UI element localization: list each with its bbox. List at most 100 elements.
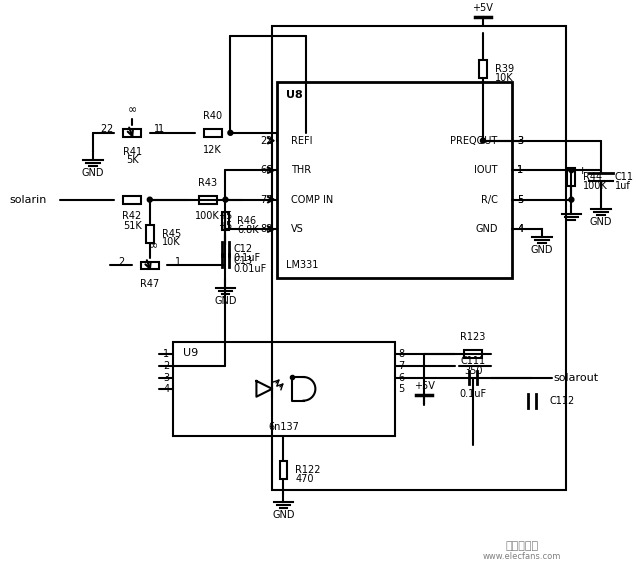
Text: ∞: ∞ (127, 105, 137, 115)
Text: R45: R45 (162, 229, 181, 239)
Text: GND: GND (530, 245, 553, 255)
Bar (204, 129, 221, 137)
Text: 100K: 100K (583, 181, 608, 191)
Text: 10K: 10K (495, 73, 513, 83)
Text: IOUT: IOUT (474, 165, 498, 175)
Bar (141, 261, 158, 269)
Text: R123: R123 (460, 332, 486, 342)
Text: 0.1uF: 0.1uF (233, 253, 261, 263)
Text: 0.1uF: 0.1uF (460, 390, 487, 399)
Bar (174, 342, 394, 435)
Text: 5: 5 (517, 194, 523, 205)
Text: 6: 6 (266, 165, 272, 175)
Text: R46: R46 (237, 216, 256, 227)
Text: C111: C111 (460, 356, 486, 366)
Text: R41: R41 (123, 146, 142, 157)
Bar (146, 225, 154, 243)
Text: 51K: 51K (123, 221, 141, 231)
Text: THR: THR (291, 165, 312, 175)
Text: U8: U8 (286, 90, 303, 100)
Circle shape (148, 197, 152, 202)
Bar (199, 196, 217, 204)
Text: 8: 8 (261, 224, 266, 234)
Text: GND: GND (81, 168, 104, 178)
Text: 1: 1 (158, 124, 164, 134)
Text: +5V: +5V (413, 382, 434, 391)
Bar (221, 212, 230, 230)
Text: +5: +5 (218, 211, 233, 221)
Text: 3: 3 (517, 136, 523, 146)
Bar (464, 350, 482, 358)
Text: 7: 7 (261, 194, 266, 205)
Text: 5: 5 (517, 194, 523, 205)
Text: 4: 4 (517, 224, 523, 234)
Text: 0.01uF: 0.01uF (233, 264, 266, 275)
Text: 3: 3 (163, 372, 169, 383)
Bar (123, 129, 141, 137)
Text: 7: 7 (265, 194, 272, 205)
Text: 350: 350 (464, 366, 482, 376)
Text: 8: 8 (398, 349, 404, 359)
Text: GND: GND (590, 217, 612, 227)
Text: 2: 2 (265, 136, 272, 146)
Circle shape (569, 197, 574, 202)
Text: 2: 2 (100, 124, 107, 134)
Text: 1: 1 (163, 349, 169, 359)
Text: 100K: 100K (195, 212, 220, 221)
Text: C13: C13 (233, 256, 252, 265)
Text: 1: 1 (517, 165, 523, 175)
Text: R42: R42 (123, 212, 142, 221)
Text: R/C: R/C (481, 194, 498, 205)
Text: 1uf: 1uf (614, 181, 630, 191)
Text: R43: R43 (198, 178, 218, 188)
Text: C12: C12 (233, 244, 252, 254)
Text: 10K: 10K (162, 237, 180, 247)
Bar (272, 26, 567, 490)
Circle shape (480, 138, 485, 143)
Text: 4: 4 (517, 224, 523, 234)
Text: R47: R47 (140, 279, 160, 289)
Text: 5K: 5K (126, 156, 139, 165)
Text: COMP IN: COMP IN (291, 194, 333, 205)
Circle shape (228, 130, 233, 135)
Text: 6n137: 6n137 (268, 422, 300, 432)
Text: REFI: REFI (291, 136, 313, 146)
Circle shape (223, 197, 228, 202)
Text: solarin: solarin (10, 194, 46, 205)
Text: www.elecfans.com: www.elecfans.com (483, 552, 562, 561)
Text: LM331: LM331 (286, 260, 319, 271)
Text: 2: 2 (261, 136, 266, 146)
Text: 8: 8 (266, 224, 272, 234)
Text: 6: 6 (398, 372, 404, 383)
Text: R44: R44 (583, 172, 602, 182)
Text: solarout: solarout (554, 372, 599, 383)
Text: R39: R39 (495, 64, 514, 74)
Circle shape (569, 168, 574, 173)
Text: 1: 1 (517, 165, 523, 175)
Text: 电子发烧友: 电子发烧友 (506, 541, 539, 551)
Bar (567, 168, 576, 186)
Text: 4: 4 (163, 384, 169, 394)
Text: 12K: 12K (204, 145, 222, 154)
Text: +: + (577, 166, 587, 176)
Bar (479, 60, 487, 78)
Text: C11: C11 (614, 172, 633, 182)
Text: VS: VS (291, 224, 304, 234)
Text: PREQOUT: PREQOUT (450, 136, 498, 146)
Text: GND: GND (214, 296, 237, 306)
Text: 2: 2 (163, 361, 169, 371)
Text: GND: GND (475, 224, 498, 234)
Text: 3: 3 (517, 136, 523, 146)
Text: R122: R122 (295, 465, 321, 475)
Text: 2: 2 (106, 124, 113, 134)
Text: 6.8K: 6.8K (237, 225, 259, 235)
Text: 1: 1 (176, 257, 181, 267)
Text: 6: 6 (261, 165, 266, 175)
Bar (123, 196, 141, 204)
Text: 7: 7 (398, 361, 404, 371)
Text: ∞: ∞ (149, 241, 158, 251)
Text: R40: R40 (203, 111, 222, 121)
Text: +5V: +5V (473, 3, 494, 13)
Text: U9: U9 (183, 348, 198, 358)
Text: 470: 470 (295, 474, 314, 484)
